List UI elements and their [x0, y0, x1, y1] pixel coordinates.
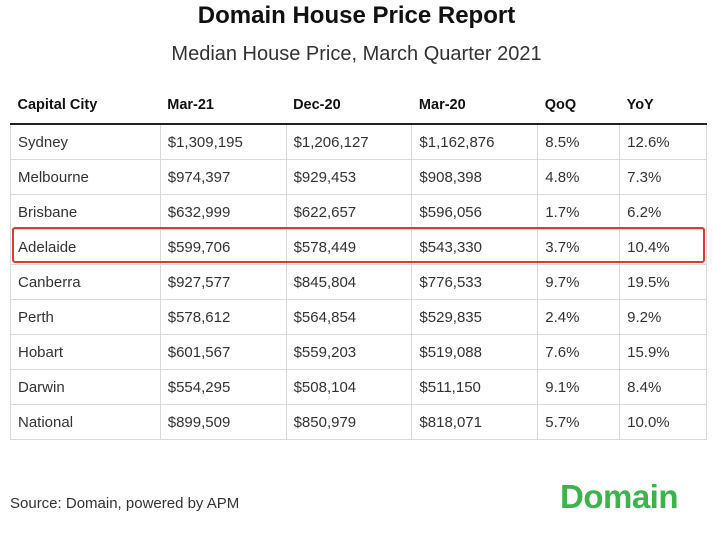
cell-dec-20: $850,979	[285, 404, 413, 440]
cell-mar-20: $519,088	[411, 334, 539, 370]
table-row: Melbourne $974,397 $929,453 $908,398 4.8…	[10, 159, 707, 195]
header-capital-city: Capital City	[10, 86, 161, 125]
cell-mar-20: $511,150	[411, 369, 539, 405]
cell-city: Hobart	[10, 334, 161, 370]
cell-mar-20: $776,533	[411, 264, 539, 300]
table-row: Sydney $1,309,195 $1,206,127 $1,162,876 …	[10, 123, 707, 160]
cell-qoq: 9.7%	[537, 264, 621, 300]
cell-yoy: 6.2%	[619, 194, 707, 230]
table-row-highlighted: Adelaide $599,706 $578,449 $543,330 3.7%…	[10, 229, 707, 265]
cell-dec-20: $845,804	[285, 264, 413, 300]
table-row: Hobart $601,567 $559,203 $519,088 7.6% 1…	[10, 334, 707, 370]
cell-city: Adelaide	[10, 229, 161, 265]
cell-mar-20: $543,330	[411, 229, 539, 265]
cell-dec-20: $508,104	[285, 369, 413, 405]
cell-yoy: 12.6%	[619, 123, 707, 160]
cell-yoy: 8.4%	[619, 369, 707, 405]
cell-city: Sydney	[10, 123, 161, 160]
cell-dec-20: $1,206,127	[285, 123, 413, 160]
cell-yoy: 7.3%	[619, 159, 707, 195]
cell-qoq: 9.1%	[537, 369, 621, 405]
cell-qoq: 5.7%	[537, 404, 621, 440]
cell-qoq: 4.8%	[537, 159, 621, 195]
cell-qoq: 3.7%	[537, 229, 621, 265]
header-qoq: QoQ	[537, 86, 620, 125]
cell-dec-20: $578,449	[285, 229, 413, 265]
cell-qoq: 8.5%	[537, 123, 621, 160]
cell-mar-21: $974,397	[159, 159, 287, 195]
cell-city: Brisbane	[10, 194, 161, 230]
cell-mar-21: $899,509	[159, 404, 287, 440]
cell-mar-20: $596,056	[411, 194, 539, 230]
header-dec-20: Dec-20	[286, 86, 412, 125]
cell-mar-21: $601,567	[159, 334, 287, 370]
cell-yoy: 10.4%	[619, 229, 707, 265]
cell-dec-20: $929,453	[285, 159, 413, 195]
cell-mar-21: $927,577	[159, 264, 287, 300]
cell-dec-20: $564,854	[285, 299, 413, 335]
cell-qoq: 7.6%	[537, 334, 621, 370]
header-mar-20: Mar-20	[411, 86, 538, 125]
table-row: Canberra $927,577 $845,804 $776,533 9.7%…	[10, 264, 707, 300]
source-note: Source: Domain, powered by APM	[10, 495, 240, 512]
table-row: National $899,509 $850,979 $818,071 5.7%…	[10, 404, 707, 440]
cell-mar-21: $1,309,195	[159, 123, 287, 160]
price-table: Capital City Mar-21 Dec-20 Mar-20 QoQ Yo…	[10, 86, 707, 440]
cell-mar-21: $554,295	[159, 369, 287, 405]
report-title: Domain House Price Report	[197, 2, 516, 29]
cell-mar-21: $578,612	[159, 299, 287, 335]
domain-logo: Domain	[560, 478, 679, 515]
cell-mar-20: $529,835	[411, 299, 539, 335]
cell-yoy: 19.5%	[619, 264, 707, 300]
header-mar-21: Mar-21	[160, 86, 287, 125]
cell-yoy: 10.0%	[619, 404, 707, 440]
cell-yoy: 9.2%	[619, 299, 707, 335]
cell-mar-20: $908,398	[411, 159, 539, 195]
table-row: Darwin $554,295 $508,104 $511,150 9.1% 8…	[10, 369, 707, 405]
cell-qoq: 2.4%	[537, 299, 621, 335]
table-row: Perth $578,612 $564,854 $529,835 2.4% 9.…	[10, 299, 707, 335]
cell-city: Perth	[10, 299, 161, 335]
report-subtitle: Median House Price, March Quarter 2021	[171, 43, 542, 65]
header-yoy: YoY	[619, 86, 707, 125]
cell-mar-20: $818,071	[411, 404, 539, 440]
cell-dec-20: $622,657	[285, 194, 413, 230]
cell-city: Darwin	[10, 369, 161, 405]
cell-city: National	[10, 404, 161, 440]
cell-mar-21: $599,706	[159, 229, 287, 265]
cell-qoq: 1.7%	[537, 194, 621, 230]
cell-mar-21: $632,999	[159, 194, 287, 230]
cell-city: Melbourne	[10, 159, 161, 195]
cell-city: Canberra	[10, 264, 161, 300]
cell-yoy: 15.9%	[619, 334, 707, 370]
cell-mar-20: $1,162,876	[411, 123, 539, 160]
cell-dec-20: $559,203	[285, 334, 413, 370]
table-row: Brisbane $632,999 $622,657 $596,056 1.7%…	[10, 194, 707, 230]
table-header-row: Capital City Mar-21 Dec-20 Mar-20 QoQ Yo…	[10, 86, 707, 125]
